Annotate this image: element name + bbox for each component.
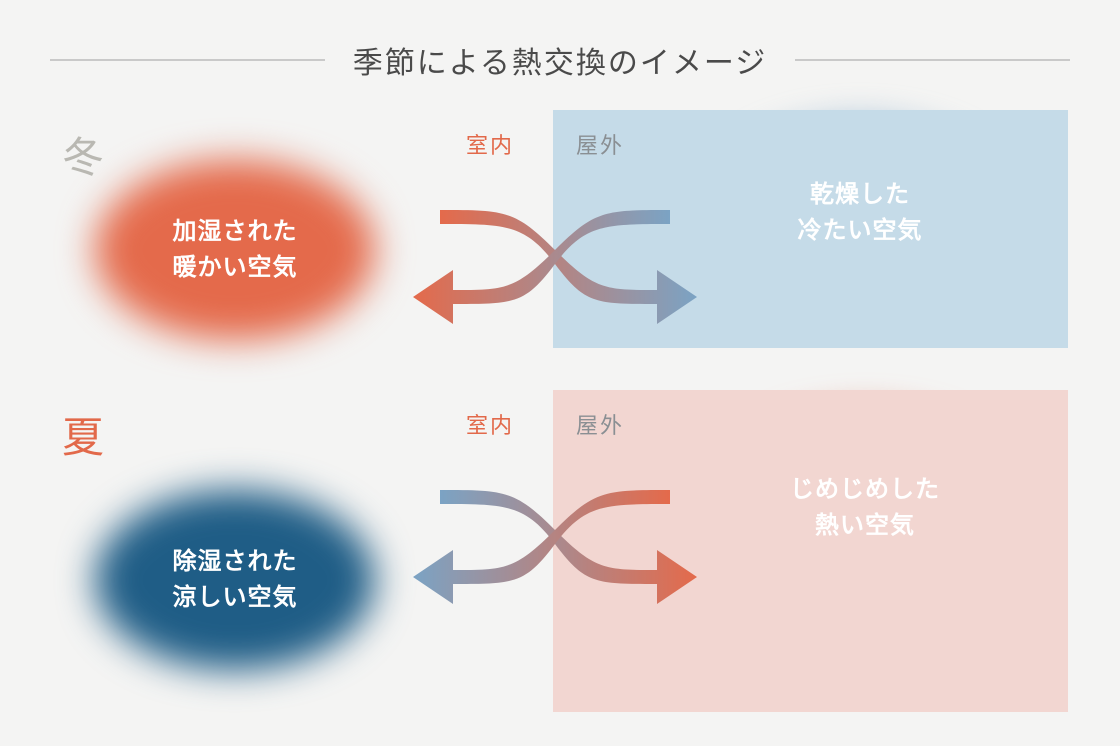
page-title: 季節による熱交換のイメージ <box>353 38 768 82</box>
title-rule-left <box>50 59 325 61</box>
title-rule-right <box>795 59 1070 61</box>
blob-text-line: 熱い空気 <box>815 508 915 544</box>
season-label-summer: 夏 <box>62 404 108 465</box>
blob-text-line: じめじめした <box>790 472 940 508</box>
exchange-arrows-summer <box>405 450 705 610</box>
title-row: 季節による熱交換のイメージ <box>0 38 1120 82</box>
summer-outdoor-air-blob: .blob[data-name="summer-outdoor-air-blob… <box>715 415 1015 600</box>
outdoor-label-summer: 屋外 <box>576 408 624 440</box>
exchange-arrows-winter <box>405 170 705 330</box>
summer-indoor-air-blob: .blob[data-name="summer-indoor-air-blob"… <box>95 490 375 670</box>
blob-text-line: 加湿された <box>173 214 298 250</box>
outdoor-label-winter: 屋外 <box>576 128 624 160</box>
blob-text-line: 暖かい空気 <box>173 250 298 286</box>
indoor-label-summer: 室内 <box>466 408 514 440</box>
blob-text-line: 涼しい空気 <box>173 580 298 616</box>
winter-outdoor-air-blob: .blob[data-name="winter-outdoor-air-blob… <box>715 125 1005 300</box>
indoor-label-winter: 室内 <box>466 128 514 160</box>
winter-indoor-air-blob: .blob[data-name="winter-indoor-air-blob"… <box>95 160 375 340</box>
blob-text-line: 冷たい空気 <box>798 213 923 249</box>
blob-text-line: 乾燥した <box>810 177 910 213</box>
blob-text-line: 除湿された <box>173 544 298 580</box>
